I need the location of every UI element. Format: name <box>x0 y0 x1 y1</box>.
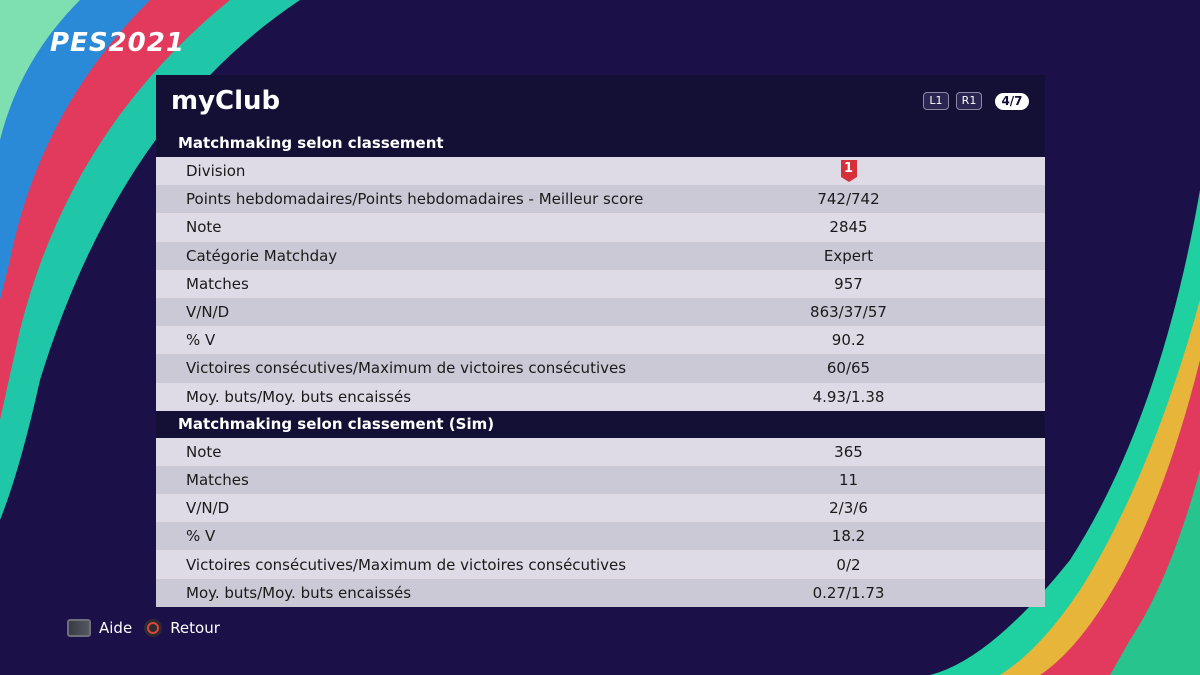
stat-label: Catégorie Matchday <box>186 246 338 265</box>
stat-value: 742/742 <box>817 190 880 209</box>
stat-row[interactable]: V/N/D 863/37/57 <box>156 297 1045 327</box>
stat-value: 11 <box>838 470 859 489</box>
stat-label: Division <box>186 162 246 181</box>
stat-value: 365 <box>834 442 863 461</box>
panel-header: myClub L1 R1 4/7 <box>156 75 1045 130</box>
stat-label: V/N/D <box>186 499 230 518</box>
back-label[interactable]: Retour <box>170 619 220 637</box>
section-ranked: Matchmaking selon classement Division 1 … <box>156 130 1045 411</box>
stat-row[interactable]: Points hebdomadaires/Points hebdomadaire… <box>156 185 1045 214</box>
r1-button[interactable]: R1 <box>956 92 982 110</box>
section-header-ranked-sim: Matchmaking selon classement (Sim) <box>156 410 1045 438</box>
stat-label: Victoires consécutives/Maximum de victoi… <box>186 555 627 574</box>
stat-value: 0/2 <box>836 555 861 574</box>
stat-label: Note <box>186 218 222 237</box>
pes-logo: PES2021 <box>50 28 185 58</box>
stat-value: 957 <box>834 274 863 293</box>
stat-label: Matches <box>186 470 249 489</box>
stat-value: 60/65 <box>826 359 871 378</box>
division-number: 1 <box>843 161 854 177</box>
stat-value: 18.2 <box>831 527 866 546</box>
stat-value: 2845 <box>829 218 868 237</box>
stat-value: 863/37/57 <box>810 303 887 322</box>
stat-row[interactable]: Moy. buts/Moy. buts encaissés 0.27/1.73 <box>156 578 1045 607</box>
section-ranked-sim: Matchmaking selon classement (Sim) Note … <box>156 410 1045 607</box>
stat-row[interactable]: Victoires consécutives/Maximum de victoi… <box>156 550 1045 579</box>
stat-label: Victoires consécutives/Maximum de victoi… <box>186 359 627 378</box>
stat-label: % V <box>186 331 216 350</box>
stat-label: Points hebdomadaires/Points hebdomadaire… <box>186 190 644 209</box>
stat-value: 90.2 <box>831 331 866 350</box>
footer-controls: Aide Retour <box>67 619 220 637</box>
section-header-ranked: Matchmaking selon classement <box>156 130 1045 157</box>
stat-row[interactable]: Note 365 <box>156 437 1045 466</box>
stat-value: 4.93/1.38 <box>812 387 885 406</box>
stat-label: V/N/D <box>186 303 230 322</box>
stat-label: Note <box>186 442 222 461</box>
page-title: myClub <box>171 86 281 116</box>
stat-value: Expert <box>823 246 874 265</box>
stat-label: Matches <box>186 274 249 293</box>
stat-row[interactable]: Victoires consécutives/Maximum de victoi… <box>156 354 1045 383</box>
stat-row[interactable]: V/N/D 2/3/6 <box>156 494 1045 523</box>
help-label[interactable]: Aide <box>99 619 133 637</box>
stat-row[interactable]: % V 90.2 <box>156 326 1045 355</box>
stat-row[interactable]: Note 2845 <box>156 213 1045 242</box>
circle-button-icon[interactable] <box>144 619 163 637</box>
stat-value: 0.27/1.73 <box>812 583 885 602</box>
stat-label: Moy. buts/Moy. buts encaissés <box>186 387 412 406</box>
page-indicator: 4/7 <box>995 92 1029 110</box>
stat-row[interactable]: Moy. buts/Moy. buts encaissés 4.93/1.38 <box>156 382 1045 411</box>
touchpad-icon[interactable] <box>67 619 91 637</box>
stat-label: Moy. buts/Moy. buts encaissés <box>186 583 412 602</box>
stat-value: 2/3/6 <box>829 499 868 518</box>
stat-row[interactable]: % V 18.2 <box>156 522 1045 551</box>
stat-row[interactable]: Catégorie Matchday Expert <box>156 241 1045 270</box>
l1-button[interactable]: L1 <box>923 92 949 110</box>
stat-row[interactable]: Matches 11 <box>156 465 1045 495</box>
stat-value: 1 <box>716 160 981 183</box>
stat-label: % V <box>186 527 216 546</box>
stat-row[interactable]: Matches 957 <box>156 269 1045 298</box>
stat-row-division[interactable]: Division 1 <box>156 157 1045 186</box>
myclub-panel: myClub L1 R1 4/7 Matchmaking selon class… <box>156 75 1045 607</box>
division-badge-icon: 1 <box>840 160 857 183</box>
page-navigation: L1 R1 4/7 <box>923 92 1029 110</box>
